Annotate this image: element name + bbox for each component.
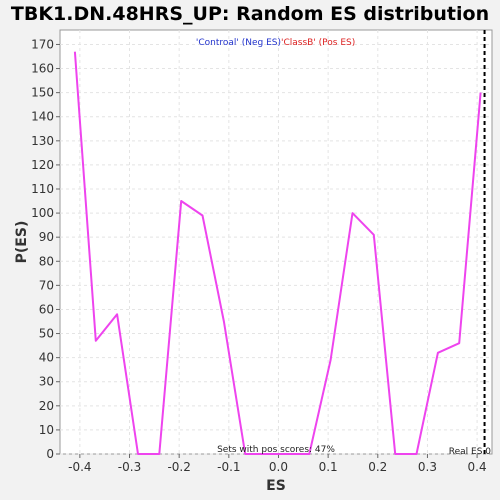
x-tick-label: -0.1 (217, 460, 240, 474)
series-line (73, 51, 482, 455)
x-axis-title: ES (266, 478, 286, 494)
y-tick-label: 70 (39, 278, 54, 292)
y-tick-label: 140 (31, 110, 54, 124)
legend-neg: 'Controal' (Neg ES) (196, 38, 281, 48)
pos-scores-annotation: Sets with pos scores: 47% (217, 445, 335, 455)
y-tick-label: 30 (39, 375, 54, 389)
x-tick-label: 0.2 (368, 460, 387, 474)
y-tick-label: 160 (31, 62, 54, 76)
real-es-annotation: Real ES 0 (449, 447, 492, 457)
y-tick-label: 10 (39, 423, 54, 437)
y-tick-label: 170 (31, 37, 54, 51)
x-tick-label: 0.3 (418, 460, 437, 474)
y-axis: 0 10 20 30 40 50 60 70 80 90 100 110 120 130 140 150 160… (31, 37, 60, 461)
x-tick-label: -0.4 (68, 460, 91, 474)
x-tick-label: 0.1 (319, 460, 338, 474)
grid (60, 30, 492, 455)
y-tick-label: 90 (39, 230, 54, 244)
legend-pos: 'ClassB' (Pos ES) (281, 38, 355, 48)
y-axis-title: P(ES) (14, 221, 30, 264)
y-tick-label: 20 (39, 399, 54, 413)
y-tick-label: 100 (31, 206, 54, 220)
y-tick-label: 40 (39, 351, 54, 365)
x-axis: -0.4 -0.3 -0.2 -0.1 0.0 0.1 0.2 0.3 0.4 (68, 454, 487, 474)
y-tick-label: 130 (31, 134, 54, 148)
y-tick-label: 60 (39, 302, 54, 316)
chart-title: TBK1.DN.48HRS_UP: Random ES distribution (10, 3, 490, 25)
x-tick-label: 0.0 (269, 460, 288, 474)
x-tick-label: 0.4 (468, 460, 487, 474)
x-tick-label: -0.3 (118, 460, 141, 474)
y-tick-label: 80 (39, 254, 54, 268)
plot-area (59, 29, 493, 455)
y-tick-label: 120 (31, 158, 54, 172)
y-tick-label: 150 (31, 86, 54, 100)
x-tick-label: -0.2 (167, 460, 190, 474)
y-tick-label: 50 (39, 327, 54, 341)
y-tick-label: 0 (46, 447, 54, 461)
y-tick-label: 110 (31, 182, 54, 196)
